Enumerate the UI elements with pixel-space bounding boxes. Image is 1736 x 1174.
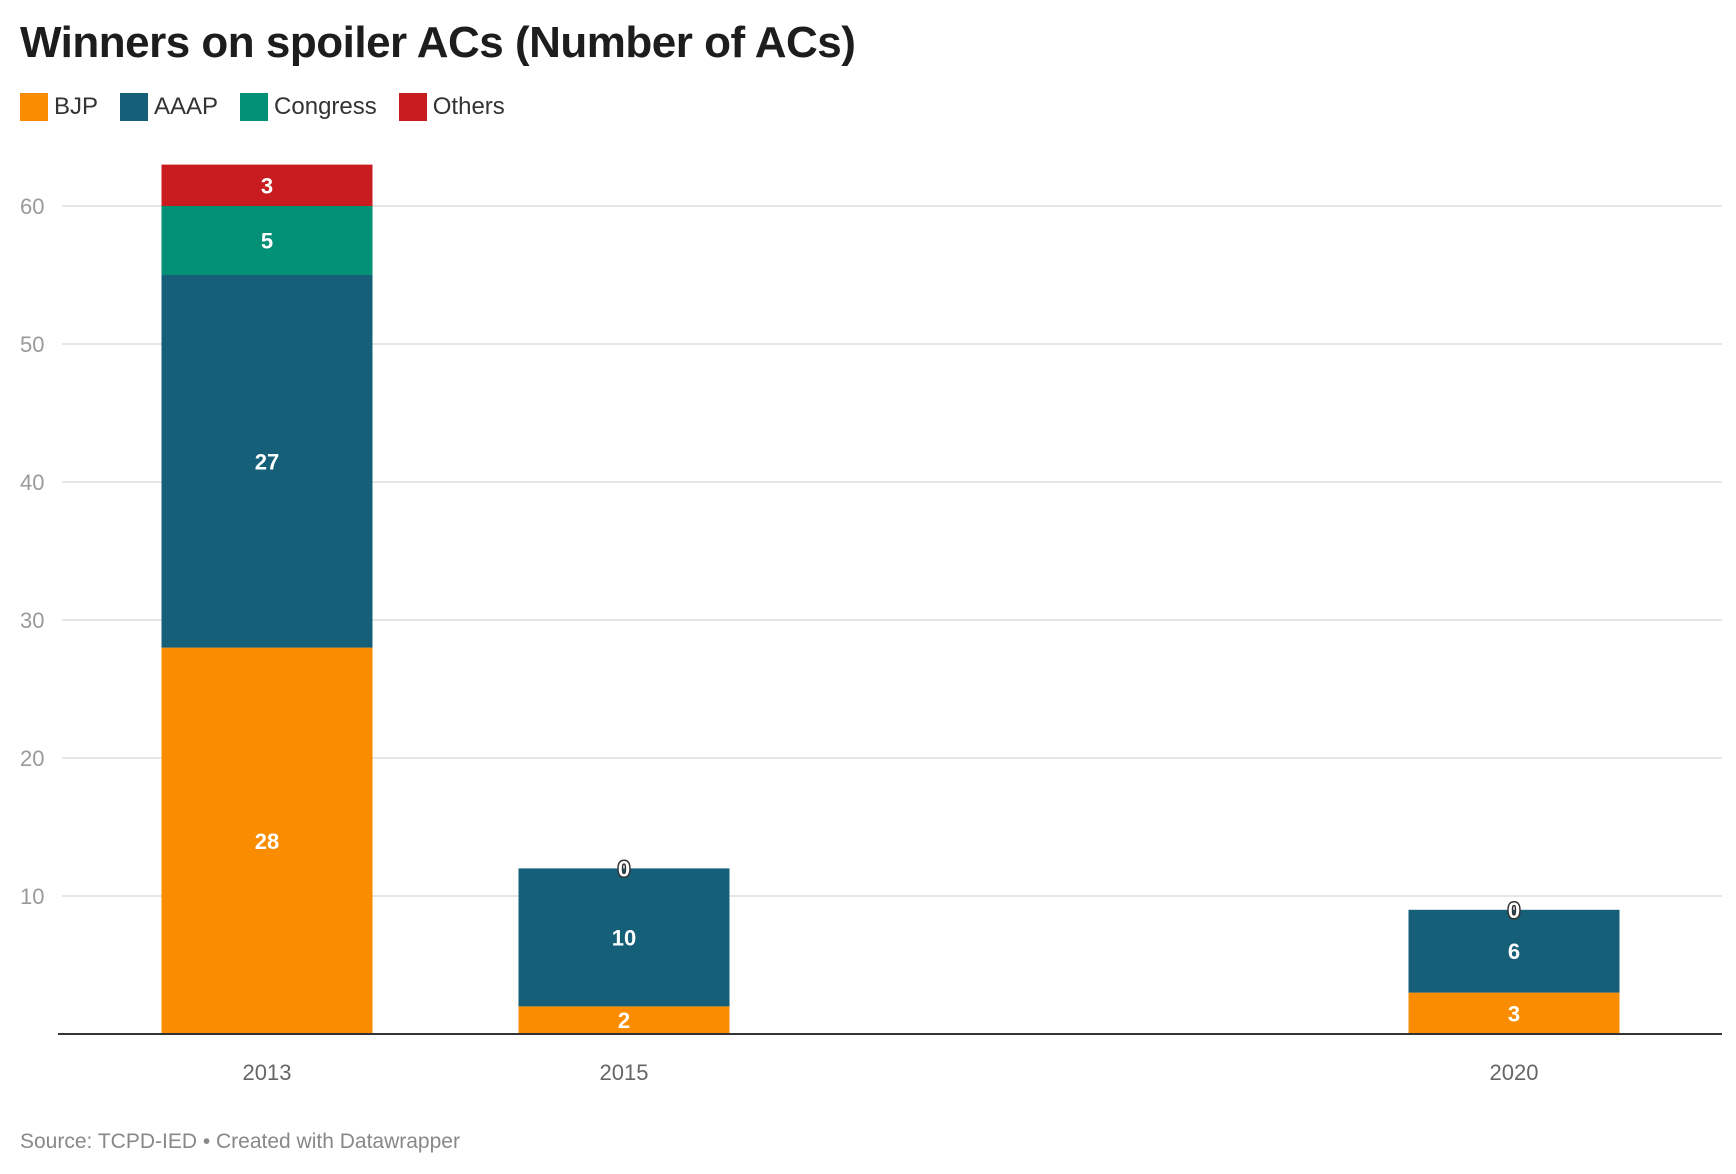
legend-item-bjp: BJP	[20, 93, 98, 121]
bar-2020-aaap	[1408, 909, 1620, 993]
bar-2013-others	[161, 164, 373, 206]
data-label-2015-bjp: 2	[618, 1008, 630, 1033]
legend-swatch-bjp	[20, 93, 48, 121]
legend: BJP AAAP Congress Others	[20, 93, 527, 121]
data-label-2013-bjp: 28	[255, 829, 279, 854]
data-label-2015-congress: 0	[618, 856, 630, 881]
legend-swatch-others	[398, 93, 427, 121]
legend-label-aaap: AAAP	[154, 93, 219, 120]
bar-2013-congress	[161, 206, 373, 275]
legend-label-congress: Congress	[274, 93, 377, 120]
legend-label-others: Others	[432, 93, 505, 120]
data-label-2020-bjp: 3	[1508, 1001, 1520, 1026]
data-label-2013-aaap: 27	[255, 449, 279, 474]
y-tick-label-60: 60	[20, 194, 44, 219]
data-label-2013-congress: 5	[261, 229, 273, 254]
x-tick-label-2013: 2013	[243, 1060, 292, 1085]
legend-item-others: Others	[398, 93, 505, 121]
data-label-2020-aaap: 6	[1508, 939, 1520, 964]
y-tick-label-50: 50	[20, 332, 44, 357]
legend-item-aaap: AAAP	[120, 93, 218, 121]
bar-2015-bjp	[518, 1006, 730, 1034]
bar-2020-bjp	[1408, 992, 1620, 1034]
y-tick-label-10: 10	[20, 884, 44, 909]
bar-2013-aaap	[161, 275, 373, 648]
chart-title: Winners on spoiler ACs (Number of ACs)	[20, 18, 856, 67]
x-tick-label-2015: 2015	[600, 1060, 649, 1085]
bar-2015-aaap	[518, 868, 730, 1007]
data-label-2015-aaap: 10	[612, 925, 636, 950]
legend-swatch-aaap	[120, 93, 149, 121]
source-note: Source: TCPD-IED • Created with Datawrap…	[20, 1130, 460, 1153]
legend-label-bjp: BJP	[54, 93, 99, 120]
y-tick-label-20: 20	[20, 746, 44, 771]
bar-2013-bjp	[161, 647, 373, 1034]
legend-swatch-congress	[240, 93, 269, 121]
y-tick-label-30: 30	[20, 608, 44, 633]
legend-item-congress: Congress	[240, 93, 377, 121]
data-label-2013-others: 3	[261, 173, 273, 198]
data-label-2020-congress: 0	[1508, 898, 1520, 923]
x-tick-label-2020: 2020	[1490, 1060, 1539, 1085]
y-tick-label-40: 40	[20, 470, 44, 495]
